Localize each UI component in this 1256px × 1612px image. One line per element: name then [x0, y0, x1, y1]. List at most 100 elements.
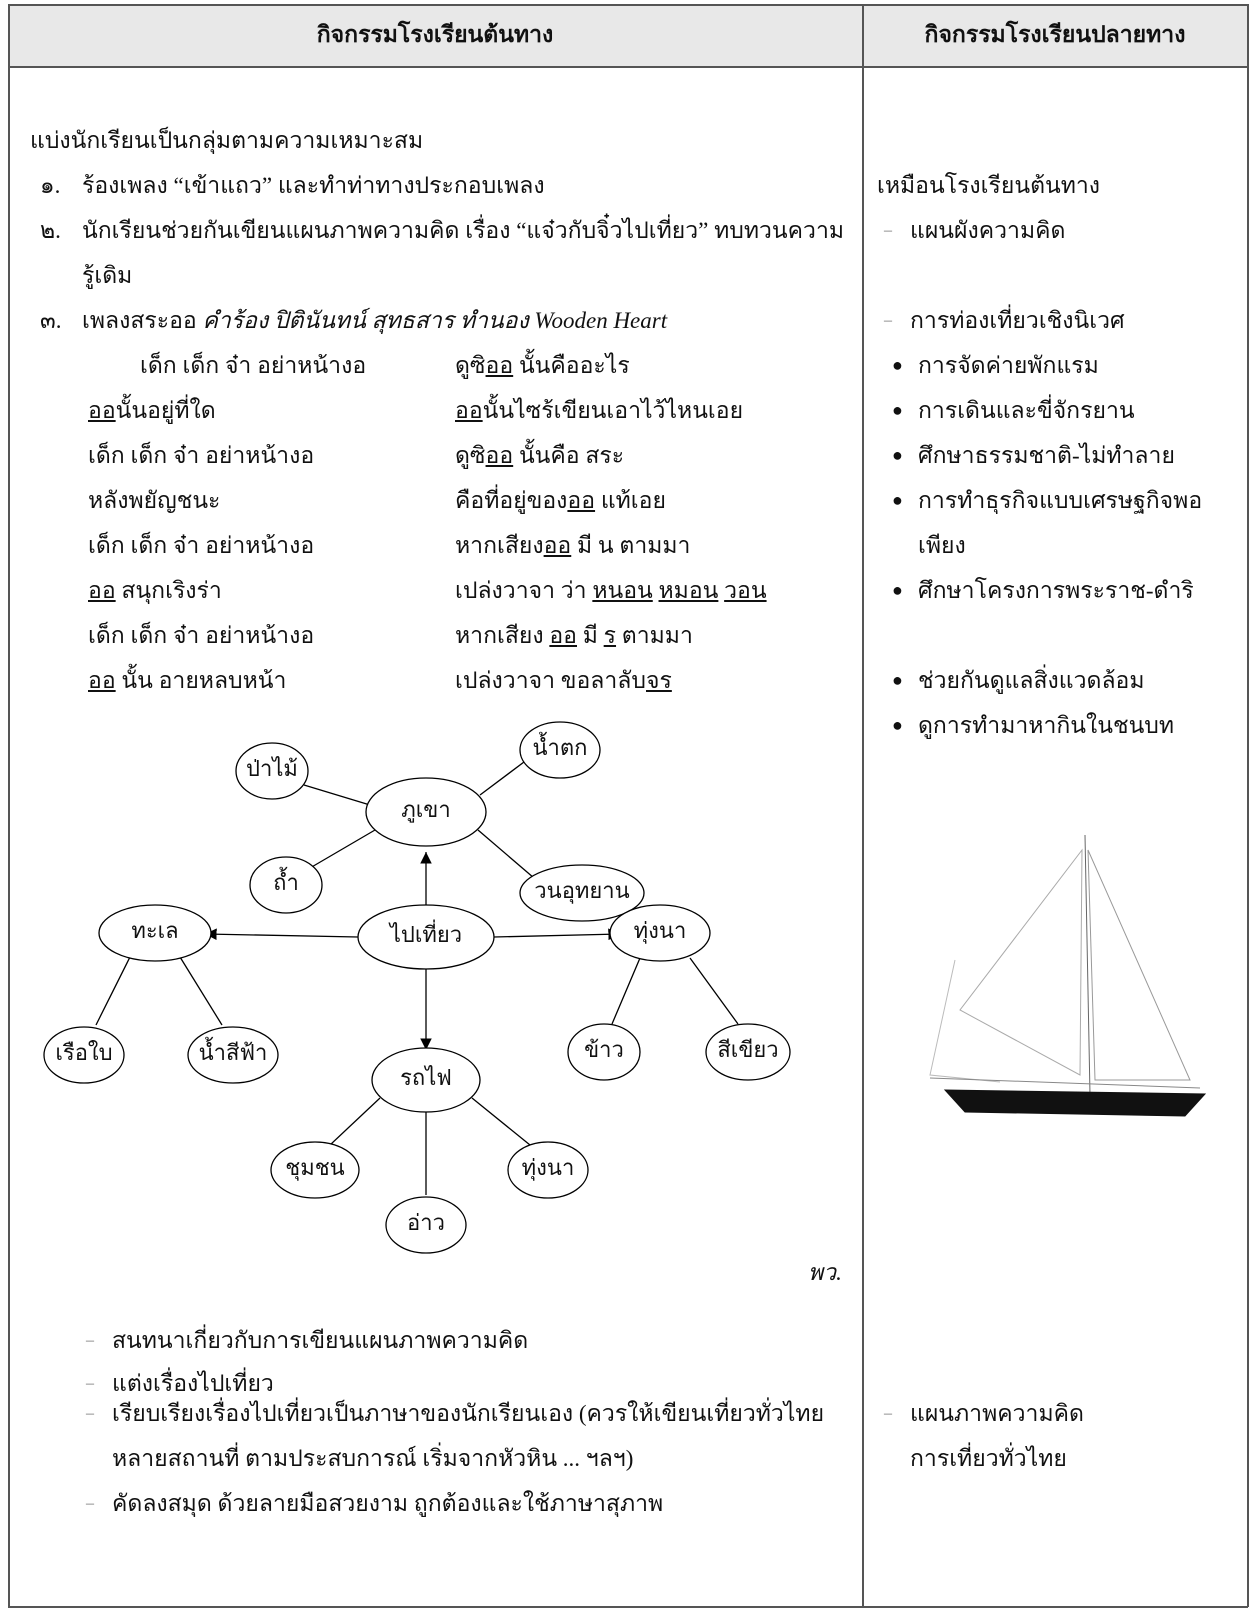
eco-item: การทำธุรกิจแบบเศรษฐกิจพอเพียง — [892, 478, 1238, 568]
song-segment: นั้นอยู่ที่ใด — [115, 398, 216, 423]
node-label: ทุ่งนา — [522, 1155, 575, 1181]
song-segment: นั้นคือ สระ — [513, 443, 625, 468]
node-label: รถไฟ — [400, 1065, 452, 1090]
song-segment: ออ — [485, 353, 514, 378]
node-shape — [705, 1023, 791, 1081]
node-shape — [270, 1141, 360, 1199]
song-segment: หนอน — [592, 578, 653, 603]
node-shape — [98, 904, 212, 962]
border — [8, 1606, 1248, 1608]
song-line: คือที่อยู่ของออ แท้เอย — [455, 478, 666, 523]
node-shape — [357, 904, 495, 970]
header-left: กิจกรรมโรงเรียนต้นทาง — [316, 22, 554, 47]
node-label: อ่าว — [407, 1210, 445, 1235]
node-label: ชุมชน — [285, 1155, 344, 1181]
eco-item: ช่วยกันดูแลสิ่งแวดล้อม — [892, 658, 1238, 703]
node-shape — [187, 1026, 279, 1084]
node-shape — [365, 777, 487, 847]
node-label: น้ำตก — [533, 732, 588, 760]
intro: แบ่งนักเรียนเป็นกลุ่มตามความเหมาะสม — [30, 128, 424, 153]
song-segment: เด็ก เด็ก จ๋า อย่าหน้างอ — [88, 443, 315, 468]
node-shape — [385, 1196, 467, 1254]
song-line: หลังพยัญชนะ — [88, 478, 220, 523]
song-segment: ออ — [567, 488, 596, 513]
eco-item: ศึกษาธรรมชาติ-ไม่ทำลาย — [892, 433, 1238, 478]
node-shape — [519, 864, 645, 922]
song-line: ออ นั้น อายหลบหน้า — [88, 658, 286, 703]
node-shape — [519, 721, 601, 779]
right-mindmap: แผนผังความคิด — [884, 208, 1066, 253]
sailboat — [929, 834, 1207, 1117]
node-label: ถ้ำ — [273, 867, 299, 895]
song-segment: เด็ก เด็ก จ๋า อย่าหน้างอ — [140, 353, 367, 378]
node-shape — [371, 1047, 481, 1113]
item-num: ๓. — [40, 308, 62, 333]
node-label: ภูเขา — [401, 797, 450, 823]
song-segment: เด็ก เด็ก จ๋า อย่าหน้างอ — [88, 533, 315, 558]
song-segment: นั้น อายหลบหน้า — [115, 668, 287, 693]
node-label: ทะเล — [131, 918, 178, 943]
node-label: ไปเที่ยว — [388, 919, 462, 947]
song-segment: หากเสียง — [455, 533, 544, 558]
node-shape — [43, 1026, 125, 1084]
border — [8, 4, 1248, 6]
right-final: การเที่ยวทั่วไทย — [910, 1446, 1067, 1471]
song-segment: ออ — [549, 623, 577, 648]
node-shape — [249, 856, 323, 914]
item-num: ๑. — [40, 173, 61, 198]
item-text: นักเรียนช่วยกันเขียนแผนภาพความคิด เรื่อง… — [82, 218, 845, 288]
song-line: เด็ก เด็ก จ๋า อย่าหน้างอ — [140, 343, 366, 388]
eco-item: ศึกษาโครงการพระราช-ดำริ — [892, 568, 1238, 613]
song-segment: ร — [603, 623, 617, 648]
item-text: เพลงสระออ คำร้อง ปิตินันทน์ สุทธสาร ทำนอ… — [82, 298, 667, 343]
border — [862, 4, 864, 1607]
song-segment: ดูซิ — [455, 443, 486, 468]
node-label: วนอุทยาน — [534, 878, 629, 904]
song-line: ดูซิออ นั้นคืออะไร — [455, 343, 630, 388]
node-shape — [567, 1023, 641, 1081]
song-segment: ออ — [88, 578, 116, 603]
song-segment: หากเสียง — [455, 623, 550, 648]
eco-item: การเดินและขี่จักรยาน — [892, 388, 1238, 433]
song-segment: ดูซิ — [455, 353, 486, 378]
song-segment: ออ — [455, 398, 483, 423]
node-label: ป่าไม้ — [246, 756, 298, 781]
song-segment: หลังพยัญชนะ — [88, 488, 221, 513]
song-credit: คำร้อง ปิตินันทน์ สุทธสาร ทำนอง Wooden H… — [202, 308, 668, 333]
song-segment: นั้นคืออะไร — [513, 353, 630, 378]
song-line: เด็ก เด็ก จ๋า อย่าหน้างอ — [88, 433, 314, 478]
credit: พว. — [808, 1260, 842, 1285]
song-line: เปล่งวาจา ว่า หนอน หมอน วอน — [455, 568, 767, 613]
song-segment: ออ — [485, 443, 514, 468]
node-label: ข้าว — [584, 1037, 624, 1062]
node-shape — [235, 742, 309, 800]
border — [8, 4, 10, 1607]
song-segment: เปล่งวาจา ขอลาลับ — [455, 668, 646, 693]
header-right: กิจกรรมโรงเรียนปลายทาง — [924, 22, 1186, 47]
song-segment: ออ — [88, 668, 116, 693]
border — [1247, 4, 1249, 1607]
eco-item: การจัดค่ายพักแรม — [892, 343, 1238, 388]
item-num: ๒. — [40, 218, 61, 243]
song-line: หากเสียง ออ มี ร ตามมา — [455, 613, 693, 658]
song-segment: ออ — [543, 533, 572, 558]
song-line: ออนั้นอยู่ที่ใด — [88, 388, 216, 433]
song-segment: แท้เอย — [595, 488, 666, 513]
song-line: เด็ก เด็ก จ๋า อย่าหน้างอ — [88, 613, 314, 658]
song-segment: มี — [577, 623, 604, 648]
activity: คัดลงสมุด ด้วยลายมือสวยงาม ถูกต้องและใช้… — [86, 1481, 663, 1526]
song-segment: นั้นไซร้เขียนเอาไว้ไหนเอย — [482, 398, 744, 423]
song-title: เพลงสระออ — [82, 308, 197, 333]
activity: เรียบเรียงเรื่องไปเที่ยวเป็นภาษาของนักเร… — [86, 1391, 832, 1481]
right-same: เหมือนโรงเรียนต้นทาง — [877, 173, 1101, 198]
header-bg — [8, 4, 1248, 66]
song-segment: มี น ตามมา — [571, 533, 691, 558]
eco-item: ดูการทำมาหากินในชนบท — [892, 703, 1238, 748]
song-segment: วอน — [724, 578, 767, 603]
song-line: หากเสียงออ มี น ตามมา — [455, 523, 690, 568]
right-final: แผนภาพความคิด — [884, 1391, 1084, 1436]
song-segment: จร — [646, 668, 672, 693]
border — [8, 66, 1248, 68]
